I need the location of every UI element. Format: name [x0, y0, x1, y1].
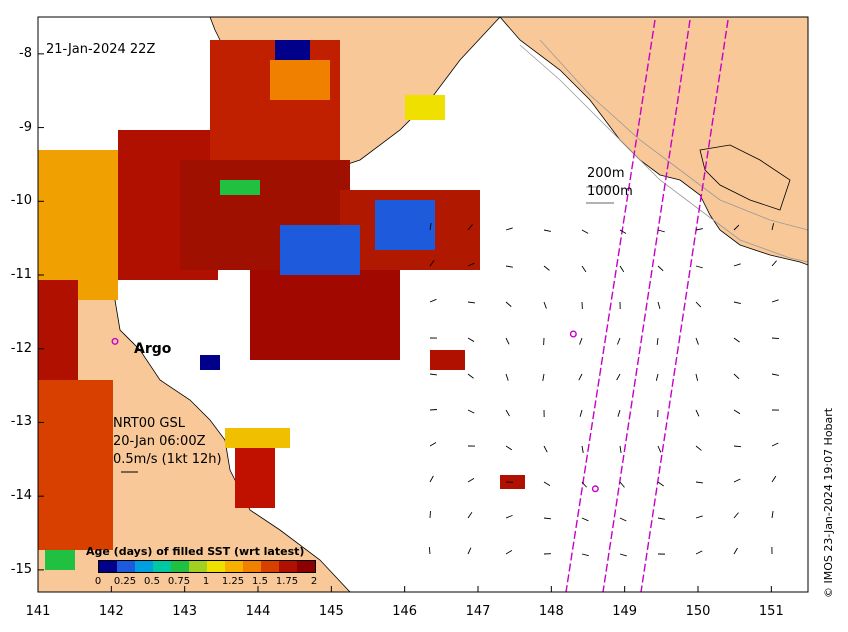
- y-tick-label: -15: [6, 562, 32, 577]
- current-vector: [772, 338, 779, 339]
- sst-patch: [280, 225, 360, 275]
- sst-patch: [38, 150, 118, 300]
- current-time: 20-Jan 06:00Z: [113, 434, 206, 449]
- sst-patch: [38, 280, 78, 380]
- legend-tick-label: 0.25: [114, 576, 136, 587]
- legend-tick-label: 1.25: [222, 576, 244, 587]
- legend-color-step: [261, 561, 279, 572]
- x-tick-label: 147: [458, 604, 498, 619]
- sst-patch: [375, 200, 435, 250]
- depth-label-1000m: 1000m: [587, 184, 633, 199]
- legend-color-step: [207, 561, 225, 572]
- x-tick-label: 148: [531, 604, 571, 619]
- sst-patch: [405, 95, 445, 120]
- legend-tick-label: 2: [311, 576, 317, 587]
- legend-color-step: [135, 561, 153, 572]
- current-scale-label: 0.5m/s (1kt 12h): [113, 452, 222, 467]
- y-tick-label: -12: [6, 341, 32, 356]
- x-tick-label: 151: [751, 604, 791, 619]
- x-tick-label: 146: [385, 604, 425, 619]
- sst-patch: [275, 40, 310, 60]
- legend-color-step: [99, 561, 117, 572]
- legend-color-step: [117, 561, 135, 572]
- x-tick-label: 143: [165, 604, 205, 619]
- sst-patch: [200, 355, 220, 370]
- x-tick-label: 150: [678, 604, 718, 619]
- legend-tick-label: 1: [203, 576, 209, 587]
- legend-colorbar: [98, 560, 316, 573]
- legend-color-step: [171, 561, 189, 572]
- sst-patch: [225, 428, 290, 448]
- argo-label: Argo: [134, 341, 171, 357]
- x-tick-label: 145: [311, 604, 351, 619]
- credit-text: © IMOS 23-Jan-2024 19:07 Hobart: [822, 408, 835, 598]
- x-tick-label: 141: [18, 604, 58, 619]
- legend-tick-label: 1.75: [276, 576, 298, 587]
- legend-tick-label: 0: [95, 576, 101, 587]
- legend-title: Age (days) of filled SST (wrt latest): [86, 545, 304, 558]
- legend-tick-label: 0.75: [168, 576, 190, 587]
- x-tick-label: 149: [605, 604, 645, 619]
- legend-color-step: [243, 561, 261, 572]
- legend-color-step: [225, 561, 243, 572]
- y-tick-label: -9: [6, 120, 32, 135]
- x-tick-label: 144: [238, 604, 278, 619]
- sst-patch: [220, 180, 260, 195]
- sst-patch: [430, 350, 465, 370]
- y-tick-label: -14: [6, 488, 32, 503]
- sst-patch: [38, 380, 113, 550]
- sst-patch: [250, 270, 400, 360]
- legend-color-step: [153, 561, 171, 572]
- legend-color-step: [279, 561, 297, 572]
- y-tick-label: -8: [6, 46, 32, 61]
- legend-tick-label: 1.5: [252, 576, 268, 587]
- depth-label-200m: 200m: [587, 166, 624, 181]
- sst-patch: [45, 550, 75, 570]
- sst-patch: [270, 60, 330, 100]
- legend-color-step: [189, 561, 207, 572]
- x-tick-label: 142: [91, 604, 131, 619]
- y-tick-label: -10: [6, 193, 32, 208]
- current-source: NRT00 GSL: [113, 416, 185, 431]
- y-tick-label: -11: [6, 267, 32, 282]
- legend-tick-label: 0.5: [144, 576, 160, 587]
- sst-patch: [235, 448, 275, 508]
- map-timestamp: 21-Jan-2024 22Z: [46, 42, 155, 57]
- legend-ticks: 0 0.25 0.5 0.75 1 1.25 1.5 1.75 2: [98, 576, 314, 590]
- y-tick-label: -13: [6, 414, 32, 429]
- legend-color-step: [297, 561, 315, 572]
